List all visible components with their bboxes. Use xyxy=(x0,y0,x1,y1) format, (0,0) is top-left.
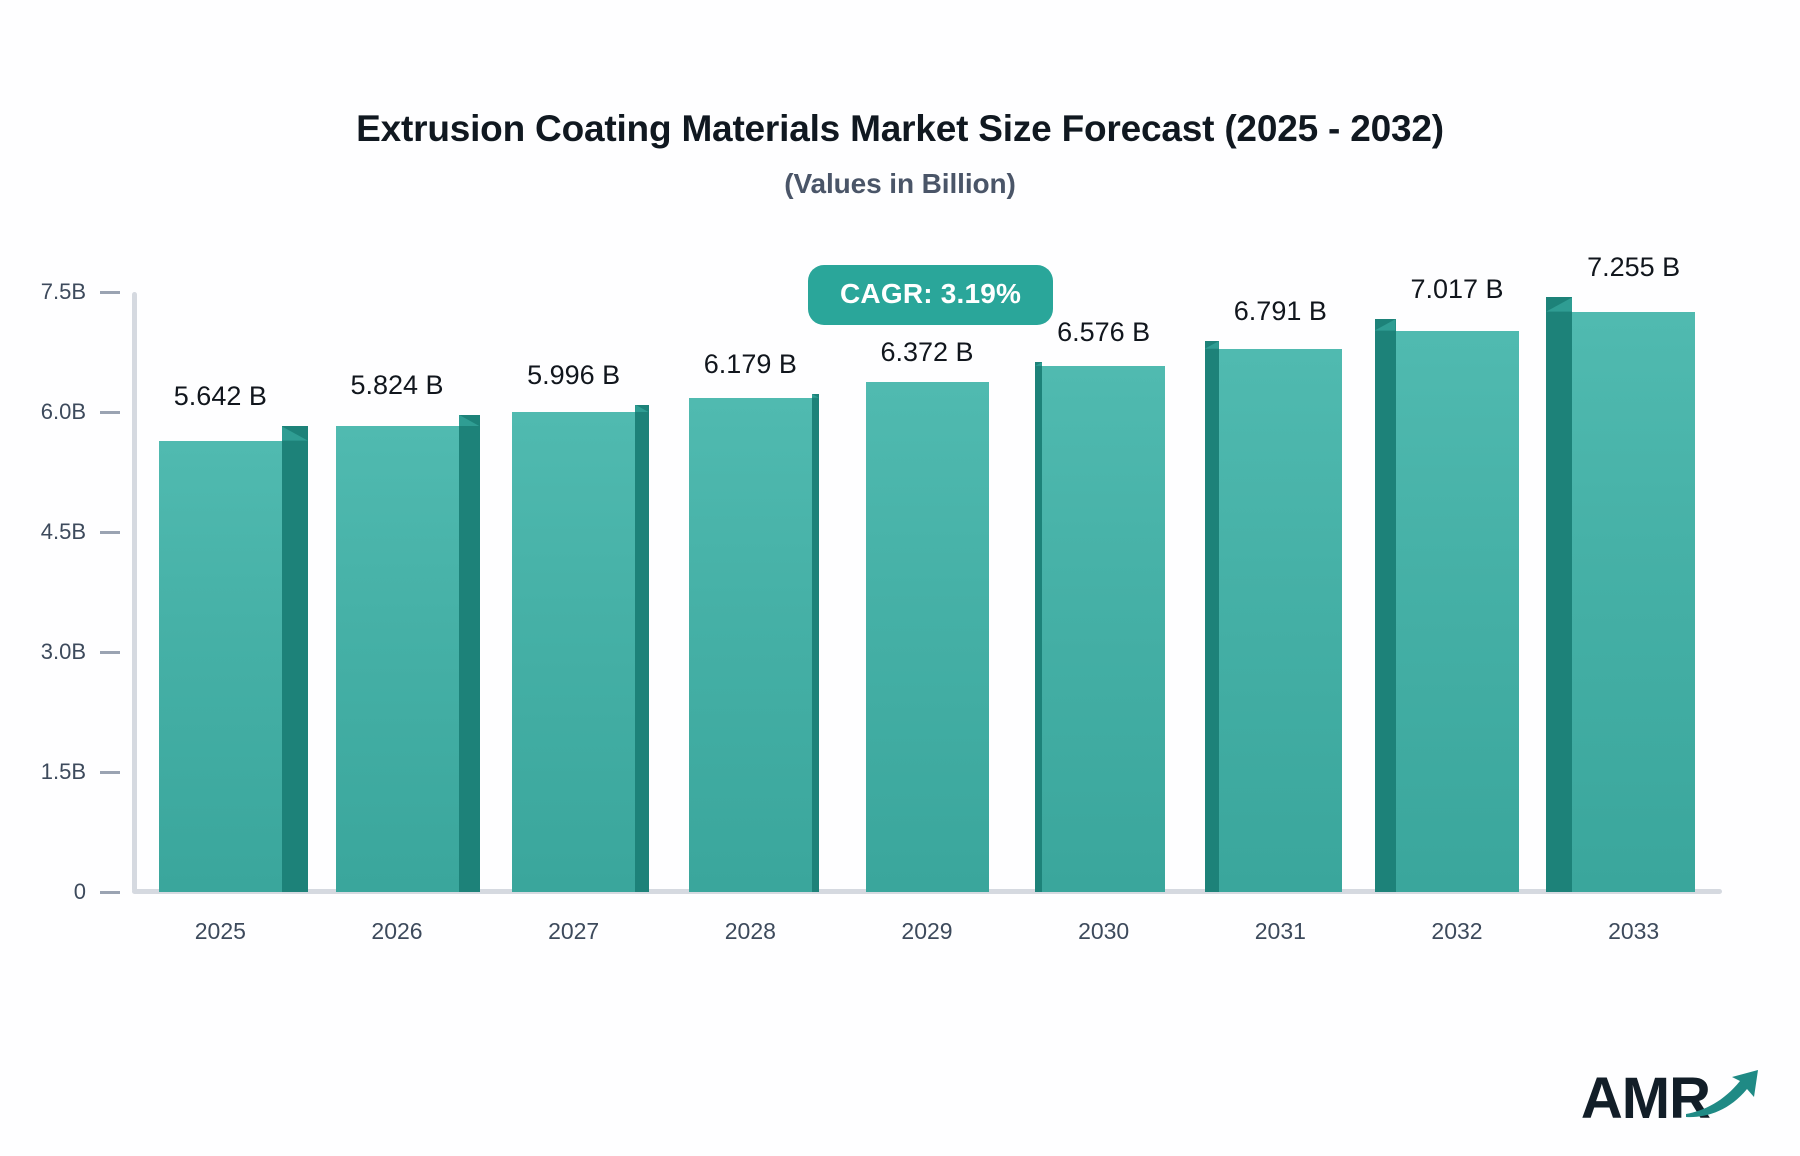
bar-2032[interactable] xyxy=(1374,319,1519,892)
x-axis-tick-label: 2033 xyxy=(1608,918,1660,944)
y-axis-tick-label: 7.5B xyxy=(40,279,86,304)
y-axis-tick-mark xyxy=(100,650,120,654)
bar-value-label: 6.372 B xyxy=(880,337,974,368)
bar-value-label: 7.255 B xyxy=(1587,252,1681,283)
bar-front-face xyxy=(865,382,989,892)
x-axis-tick-label: 2032 xyxy=(1431,918,1483,944)
x-axis-tick-label: 2028 xyxy=(724,918,776,944)
y-axis-tick-mark xyxy=(100,890,120,894)
bar-side-face xyxy=(281,426,308,892)
bar-side-face xyxy=(458,414,480,892)
bar-value-label: 6.791 B xyxy=(1233,296,1327,327)
bar-front-face xyxy=(158,440,282,892)
bar-value-label: 5.824 B xyxy=(350,369,444,400)
y-axis-tick-label: 4.5B xyxy=(40,519,86,544)
y-axis-tick: 4.5B xyxy=(16,519,132,545)
bar-side-face xyxy=(1204,341,1219,892)
bar-value-label: 5.642 B xyxy=(173,381,267,412)
y-axis-tick-mark xyxy=(100,410,120,414)
bar-2029[interactable] xyxy=(865,382,989,892)
bar-side-face xyxy=(1546,297,1573,892)
y-axis-tick-mark xyxy=(100,770,120,774)
x-axis-tick-label: 2026 xyxy=(371,918,423,944)
bar-value-label: 5.996 B xyxy=(527,359,621,390)
bar-front-face xyxy=(1395,330,1519,892)
bar-front-face xyxy=(512,412,636,892)
plot-area: 5.642 B 5.824 B 5.996 B 6.179 B 6.372 B 6.576… xyxy=(41,252,1722,944)
bar-2027[interactable] xyxy=(512,404,650,892)
bar-2033[interactable] xyxy=(1546,297,1696,892)
chart-title: Extrusion Coating Materials Market Size … xyxy=(356,108,1444,149)
bar-side-face xyxy=(1374,319,1396,892)
y-axis-tick: 7.5B xyxy=(16,279,132,305)
x-axis-tick-label: 2031 xyxy=(1254,918,1306,944)
bars-layer: 5.642 B 5.824 B 5.996 B 6.179 B 6.372 B 6.576… xyxy=(132,252,1722,892)
x-axis-tick-label: 2025 xyxy=(194,918,246,944)
bar-2028[interactable] xyxy=(688,393,819,892)
bar-front-face xyxy=(1042,365,1166,892)
bar-side-face xyxy=(811,393,819,892)
bar-front-face xyxy=(688,397,812,892)
bar-top-face xyxy=(1374,319,1396,331)
y-axis-tick: 1.5B xyxy=(16,759,132,785)
bar-2031[interactable] xyxy=(1204,341,1342,892)
bar-front-face xyxy=(335,426,459,892)
title-block: Extrusion Coating Materials Market Size … xyxy=(0,108,1800,200)
bar-top-face xyxy=(1035,362,1043,366)
bar-top-face xyxy=(458,414,480,427)
bar-value-label: 6.179 B xyxy=(703,348,797,379)
x-axis-tick-label: 2029 xyxy=(901,918,953,944)
bar-front-face xyxy=(1218,348,1342,892)
x-axis-tick-label: 2030 xyxy=(1078,918,1130,944)
y-axis-tick: 0 xyxy=(16,879,132,905)
bar-top-face xyxy=(1204,341,1219,349)
growth-arrow-icon xyxy=(1684,1067,1762,1124)
y-axis-tick: 6.0B xyxy=(16,399,132,425)
y-axis-tick-mark xyxy=(100,290,120,294)
chart-subtitle: (Values in Billion) xyxy=(784,167,1016,199)
y-axis-tick-label: 6.0B xyxy=(40,399,86,424)
y-axis-tick-label: 1.5B xyxy=(40,759,86,784)
bar-2026[interactable] xyxy=(335,414,480,892)
y-axis-tick-mark xyxy=(100,530,120,534)
y-axis-tick-label: 3.0B xyxy=(40,639,86,664)
bar-side-face xyxy=(1035,362,1043,892)
bar-top-face xyxy=(811,393,819,398)
cagr-badge: CAGR: 3.19% xyxy=(808,265,1054,325)
amr-logo: AMR xyxy=(1581,1067,1762,1128)
y-axis-tick: 3.0B xyxy=(16,639,132,665)
y-axis-tick-label: 0 xyxy=(73,879,86,904)
bar-2025[interactable] xyxy=(158,426,308,892)
bar-side-face xyxy=(635,404,650,892)
bar-top-face xyxy=(635,404,650,413)
logo-text: AMR xyxy=(1580,1066,1711,1131)
bar-value-label: 7.017 B xyxy=(1410,274,1504,305)
x-axis-tick-label: 2027 xyxy=(548,918,600,944)
bar-value-label: 6.576 B xyxy=(1057,317,1151,348)
y-axis-line xyxy=(132,292,137,892)
bar-2030[interactable] xyxy=(1035,362,1166,892)
bar-front-face xyxy=(1572,311,1696,892)
